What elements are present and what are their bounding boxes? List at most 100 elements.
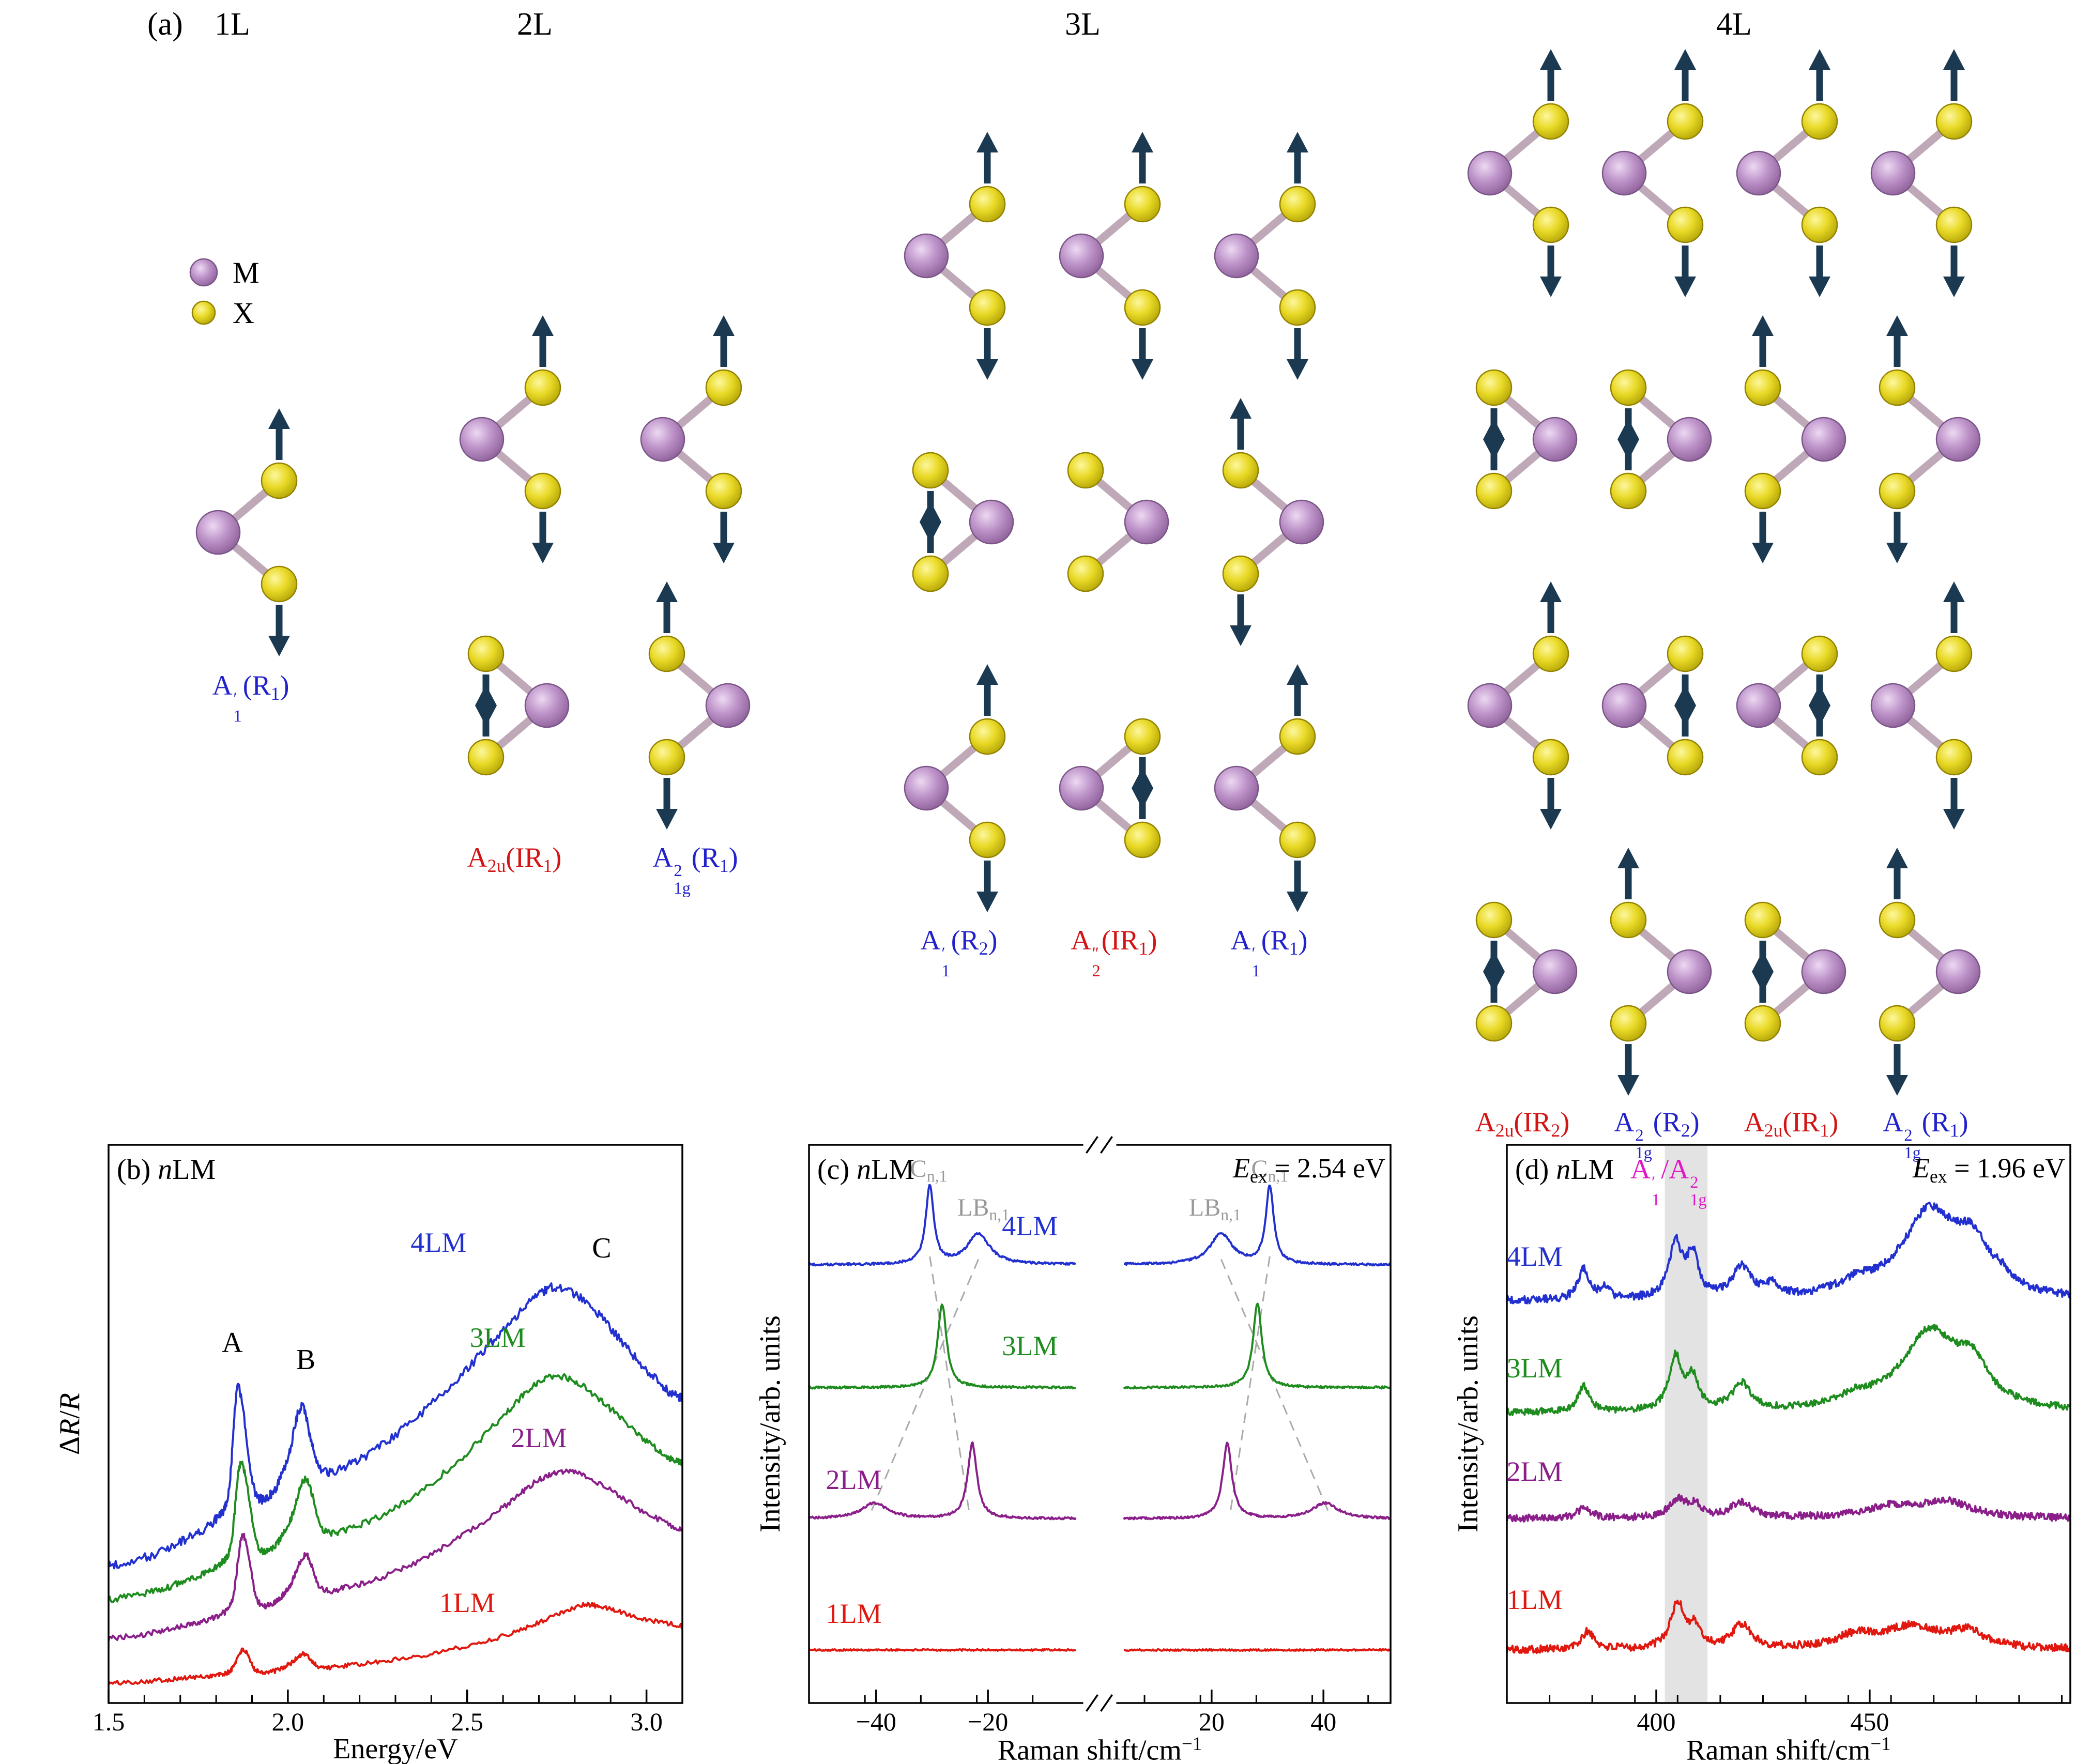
m-atom xyxy=(1059,765,1104,811)
trimer-layer xyxy=(1059,718,1161,858)
mode-label: A 2 1g (R1) xyxy=(1883,1107,1968,1162)
m-atom xyxy=(195,510,241,555)
x-atom xyxy=(1667,635,1704,672)
m-atom xyxy=(1870,150,1916,196)
axis-break-icon xyxy=(1086,1694,1098,1712)
trimer-layer xyxy=(1059,132,1161,380)
legend-item-m: M xyxy=(187,252,260,293)
x-atom xyxy=(1279,718,1316,755)
spectrum-curve-2LM xyxy=(108,1468,683,1642)
x-atom xyxy=(1879,1005,1916,1042)
plot-frame xyxy=(808,1144,1392,1704)
x-atom xyxy=(1744,472,1781,510)
x-atom xyxy=(1124,186,1161,223)
trimer-layer xyxy=(904,664,1006,912)
down-arrowhead xyxy=(1617,1075,1639,1096)
trimer-layer xyxy=(1601,635,1704,776)
up-arrowhead xyxy=(1752,951,1774,972)
x-atom xyxy=(1744,1005,1781,1042)
trimer-layer xyxy=(1475,369,1578,510)
x-atom xyxy=(1935,739,1973,776)
axis-break-icon xyxy=(1086,1136,1098,1154)
trimer-layer xyxy=(1214,664,1316,912)
mode-label: A2u(IR2) xyxy=(1475,1107,1570,1141)
trimer-layer xyxy=(1610,369,1712,510)
panel-c-canvas xyxy=(808,1136,1392,1712)
down-arrowhead xyxy=(976,892,998,912)
m-atom xyxy=(1736,150,1781,196)
m-atom xyxy=(969,499,1014,545)
trimer-layer xyxy=(1744,315,1846,563)
axis-break-icon xyxy=(1100,1136,1113,1154)
trimer-layer xyxy=(467,635,570,776)
trimer-layer xyxy=(1879,315,1981,563)
down-arrowhead xyxy=(1540,809,1562,830)
x-atom xyxy=(1279,289,1316,326)
m-atom xyxy=(1214,765,1259,811)
highlight-band xyxy=(1665,1146,1708,1702)
up-arrowhead xyxy=(1809,49,1830,70)
up-arrowhead xyxy=(1943,581,1965,602)
m-atom xyxy=(1870,683,1916,728)
plot-frame xyxy=(1506,1144,2071,1704)
trimer-layer xyxy=(1067,452,1169,592)
m-atom xyxy=(705,683,751,728)
x-atom xyxy=(1124,289,1161,326)
x-atom xyxy=(1610,1005,1647,1042)
x-atom xyxy=(524,472,561,510)
mode-label: A 2 1g (R1) xyxy=(652,842,738,898)
mode-label: A2u(IR1) xyxy=(1744,1107,1839,1141)
x-atom xyxy=(261,462,298,499)
x-atom xyxy=(524,369,561,406)
trimer-layer xyxy=(1870,581,1973,830)
up-arrowhead xyxy=(1540,581,1562,602)
x-atom xyxy=(969,289,1006,326)
peak-trend-dashed-line xyxy=(1230,1256,1271,1511)
trimer-layer xyxy=(648,581,751,830)
spectrum-curve-2LM xyxy=(1506,1493,2071,1523)
m-atom xyxy=(1124,499,1169,545)
down-arrowhead xyxy=(268,636,290,656)
x-atom xyxy=(1744,369,1781,406)
up-arrowhead xyxy=(1287,132,1308,152)
spectrum-curve-4LM xyxy=(808,1184,1392,1267)
x-atom xyxy=(1801,103,1838,140)
trimer-layer xyxy=(912,452,1014,592)
legend-label-x: X xyxy=(233,296,254,330)
spectrum-curve-3LM xyxy=(1506,1324,2071,1416)
spectrum-curve-3LM xyxy=(108,1373,683,1603)
down-arrowhead xyxy=(1752,543,1774,563)
x-atom xyxy=(261,565,298,603)
mode-label: A2u(IR1) xyxy=(467,842,562,876)
legend: M X xyxy=(187,252,260,333)
up-arrowhead xyxy=(976,664,998,685)
mode-label: A ′ 1 (R1) xyxy=(1230,925,1308,980)
trimer-layer xyxy=(1467,49,1569,297)
x-atom xyxy=(1667,739,1704,776)
down-arrowhead xyxy=(1287,359,1308,380)
down-arrowhead xyxy=(1540,277,1562,297)
trimer-layer xyxy=(1610,848,1712,1096)
up-arrowhead xyxy=(1674,49,1696,70)
up-arrowhead xyxy=(1886,848,1908,868)
up-arrowhead xyxy=(1287,664,1308,685)
m-atom xyxy=(524,683,570,728)
up-arrowhead xyxy=(532,315,554,336)
m-atom-icon xyxy=(189,258,218,287)
x-atom xyxy=(1610,472,1647,510)
x-atom xyxy=(969,718,1006,755)
x-atom xyxy=(1879,369,1916,406)
down-arrowhead xyxy=(1287,892,1308,912)
x-atom xyxy=(1532,635,1569,672)
m-atom xyxy=(1601,150,1647,196)
x-atom xyxy=(648,635,685,672)
up-arrowhead xyxy=(1540,49,1562,70)
x-atom xyxy=(1279,186,1316,223)
x-atom xyxy=(1532,206,1569,243)
trimer-layer xyxy=(459,315,561,563)
mode-label: A ″ 2 (IR1) xyxy=(1071,925,1157,980)
x-atom xyxy=(912,555,949,592)
spectrum-curve-1LM xyxy=(808,1648,1392,1652)
column-header-4l: 4L xyxy=(1716,7,1752,42)
x-atom xyxy=(1879,472,1916,510)
